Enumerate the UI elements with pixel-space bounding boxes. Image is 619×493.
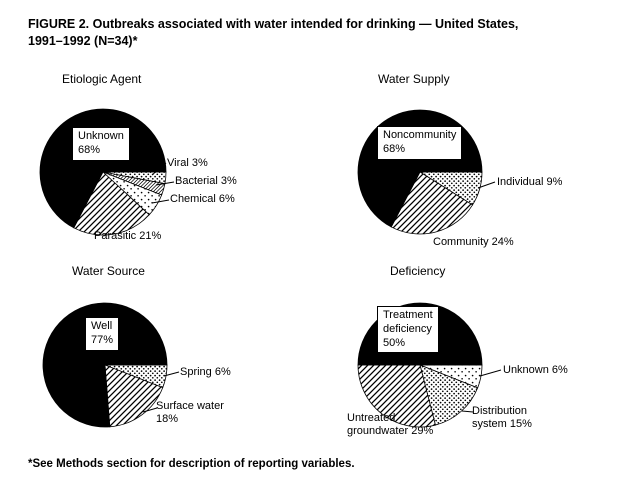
slice-label-spring: Spring 6%	[180, 366, 231, 378]
leader-line-unknown	[479, 369, 502, 377]
leader-line-viral	[151, 162, 167, 176]
figure-title: FIGURE 2. Outbreaks associated with wate…	[28, 16, 603, 50]
slice-box-label-treatment-deficiency: Treatment deficiency 50%	[377, 306, 439, 354]
slice-label-distribution-system: Distribution system 15%	[472, 405, 532, 431]
slice-label-chemical: Chemical 6%	[170, 193, 235, 205]
pie-svg-water-source	[42, 302, 180, 428]
chart-title-water-supply: Water Supply	[378, 72, 450, 86]
pie-slice-parasitic	[73, 171, 150, 236]
slice-label-viral: Viral 3%	[167, 157, 208, 169]
pie-svg-etiologic-agent	[39, 108, 175, 236]
pie-slices	[39, 108, 167, 236]
pie-chart-water-supply: Water Supply Noncommunity 68% Individual…	[345, 72, 619, 264]
leader-line-spring	[163, 371, 180, 377]
pie-slice-surface-water	[104, 364, 164, 428]
pie-slice-community	[390, 171, 474, 235]
leader-lines	[461, 369, 502, 413]
leader-line-bacterial	[155, 181, 175, 186]
slice-label-unknown: Unknown 6%	[503, 364, 568, 376]
slice-label-surface-water: Surface water 18%	[156, 400, 224, 426]
chart-title-etiologic-agent: Etiologic Agent	[62, 72, 142, 86]
leader-line-individual	[477, 181, 496, 189]
pie-slice-well	[42, 302, 168, 428]
leader-lines	[151, 162, 175, 204]
slice-label-community: Community 24%	[433, 236, 514, 248]
leader-lines	[142, 371, 180, 413]
leader-line-distribution-system	[461, 410, 474, 413]
pie-slice-distribution-system	[419, 364, 479, 426]
pie-chart-etiologic-agent: Etiologic Agent Unknown 68% Viral 3% Bac…	[28, 72, 313, 264]
chart-title-water-source: Water Source	[72, 264, 145, 278]
figure-footnote: *See Methods section for description of …	[28, 458, 355, 470]
pie-chart-water-source: Water Source Well 77% Spring 6% Surface …	[28, 262, 313, 462]
slice-box-label-noncommunity: Noncommunity 68%	[377, 126, 463, 160]
leader-lines	[477, 181, 496, 189]
pie-slice-unknown	[39, 108, 167, 229]
leader-line-chemical	[151, 199, 170, 204]
slice-box-label-well: Well 77%	[85, 317, 120, 351]
figure-title-line-1: FIGURE 2. Outbreaks associated with wate…	[28, 17, 519, 31]
pie-chart-deficiency: Deficiency Treatment deficiency 50% Unkn…	[345, 262, 619, 462]
chart-title-deficiency: Deficiency	[390, 264, 446, 278]
figure-title-line-2: 1991–1992 (N=34)*	[28, 33, 138, 48]
slice-box-label-unknown: Unknown 68%	[72, 127, 130, 161]
slice-label-bacterial: Bacterial 3%	[175, 175, 237, 187]
pie-slices	[42, 302, 168, 428]
slice-label-individual: Individual 9%	[497, 176, 563, 188]
slice-label-untreated-groundwater: Untreated groundwater 29%	[347, 412, 434, 438]
pie-slice-untreated-groundwater	[357, 364, 436, 428]
slice-label-parasitic: Parasitic 21%	[94, 230, 162, 242]
leader-line-surface-water	[142, 407, 158, 413]
